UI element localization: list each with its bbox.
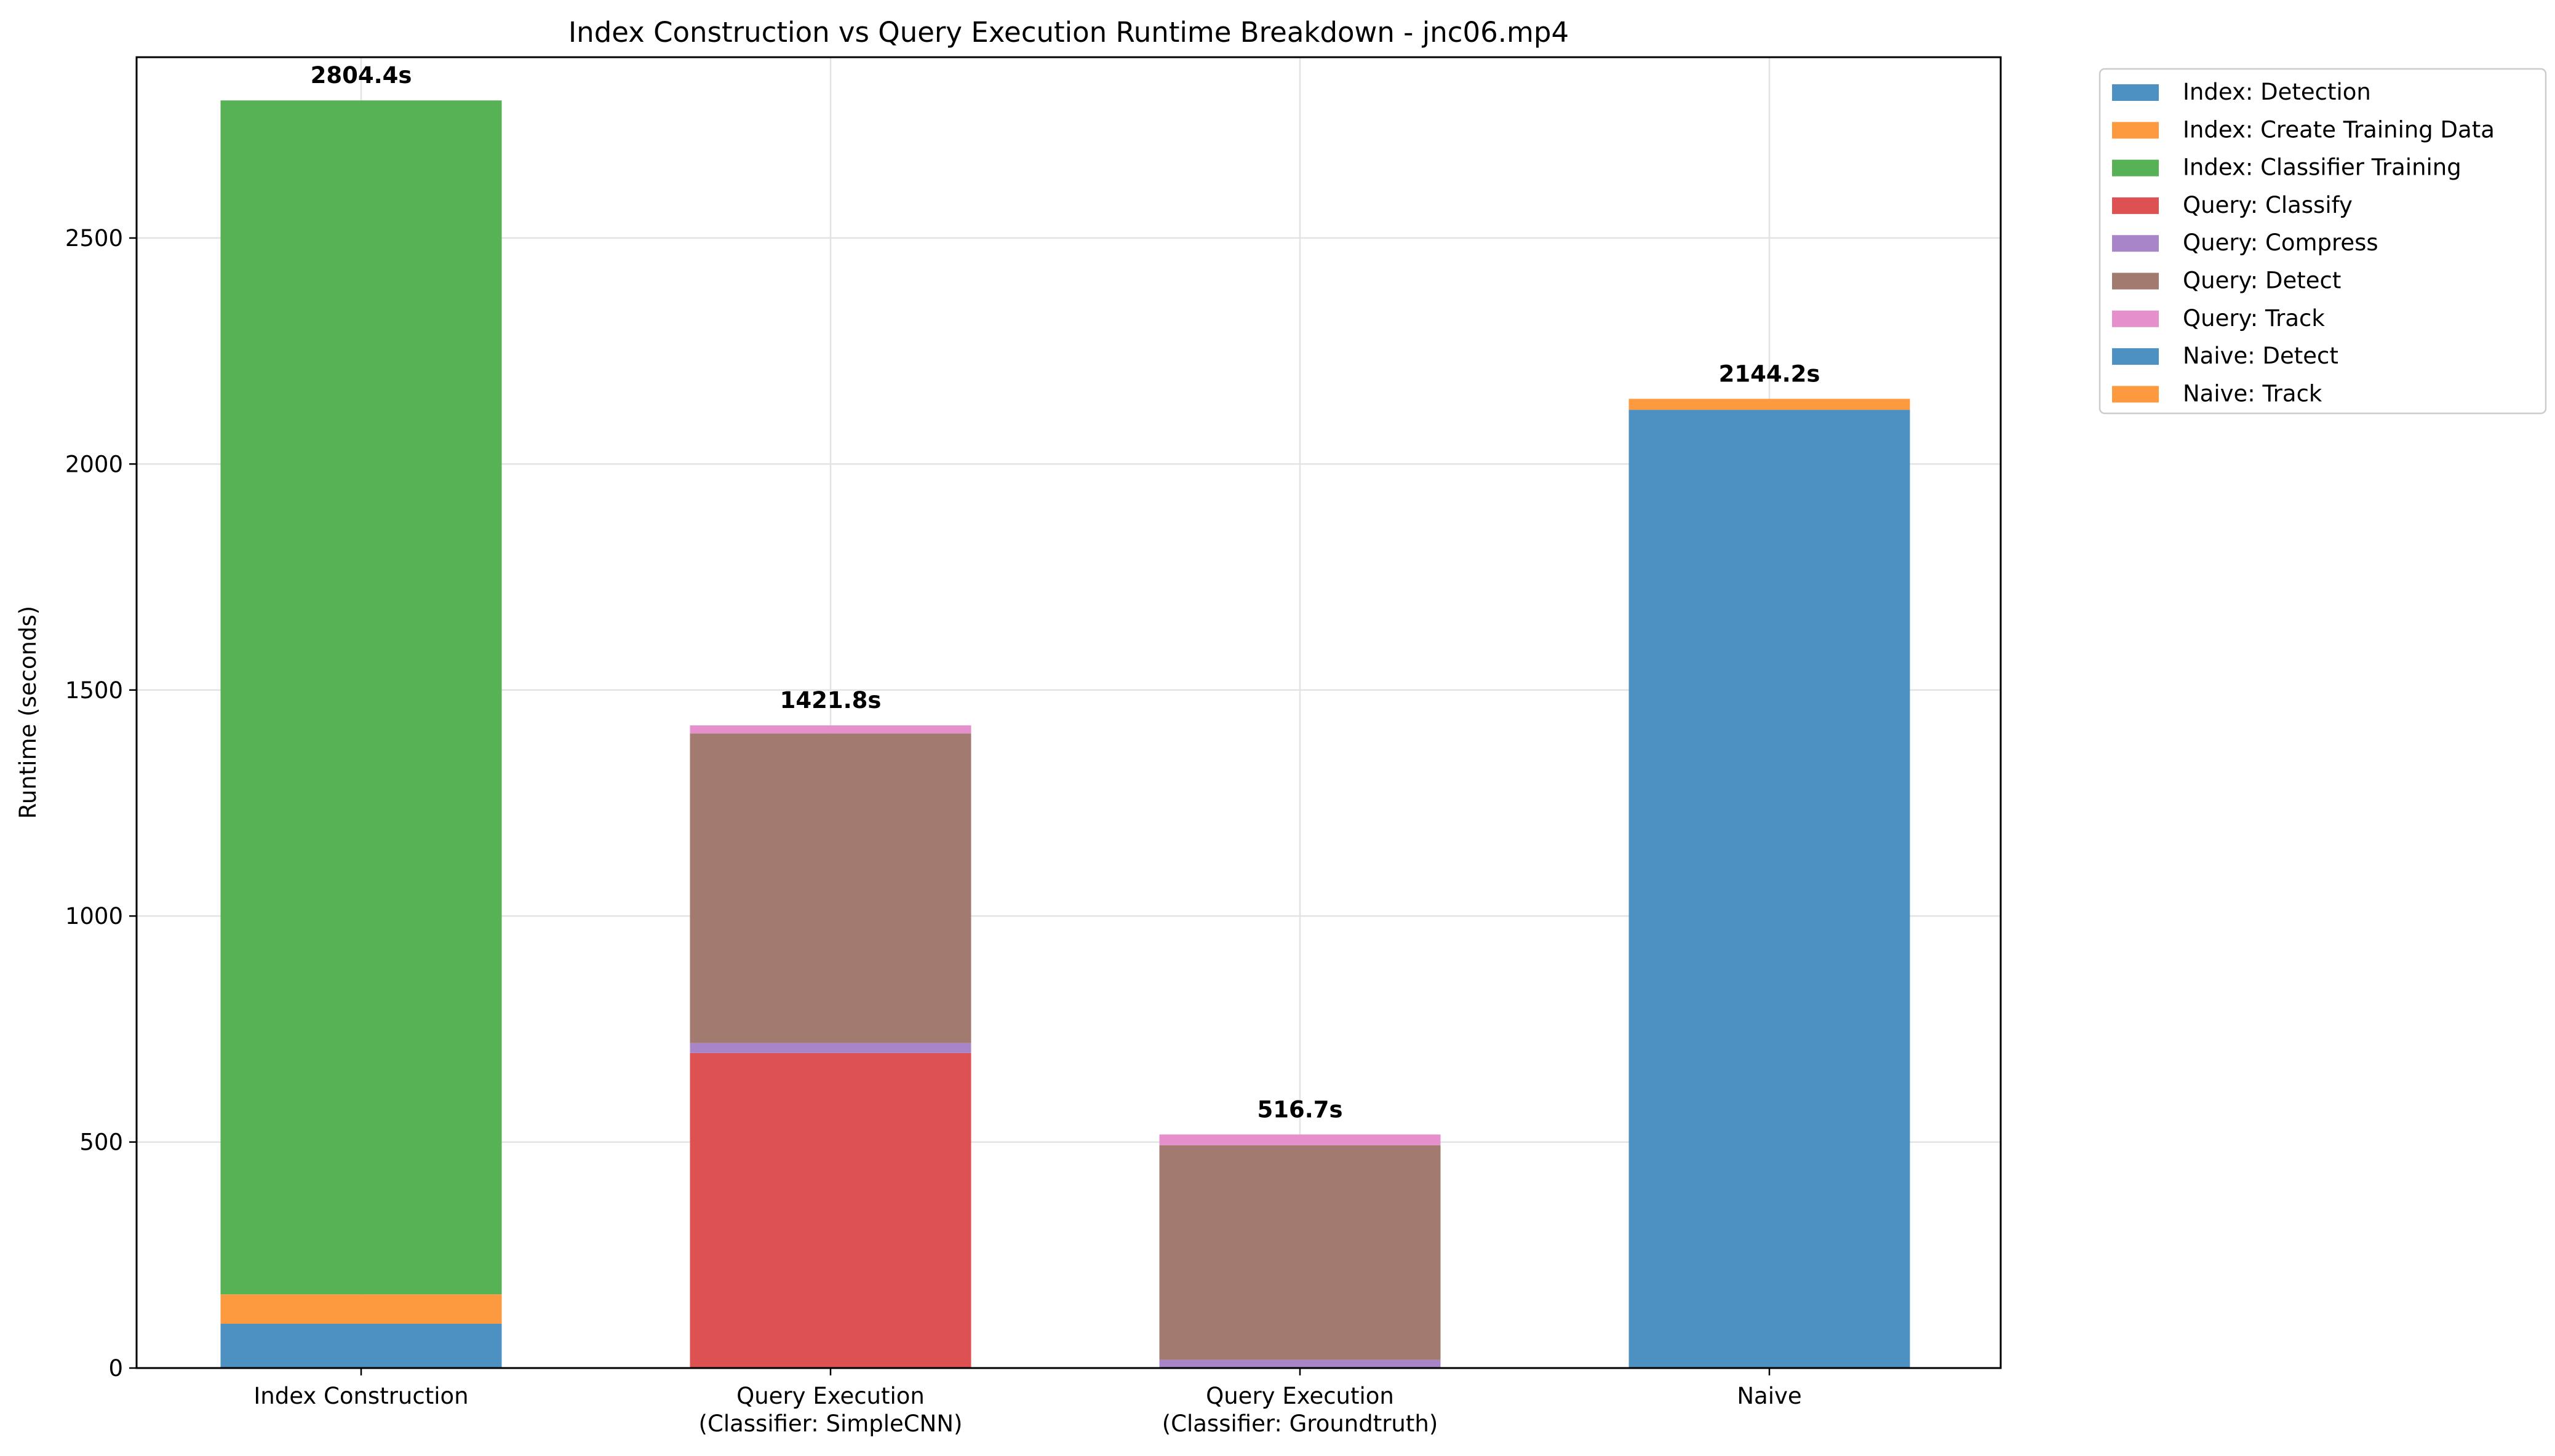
x-tick-label: Naive: [1737, 1383, 1801, 1409]
y-tick-label: 1500: [65, 677, 123, 704]
y-tick-label: 500: [79, 1129, 123, 1156]
bar-segment: [1628, 399, 1910, 410]
legend-swatch: [2112, 84, 2159, 101]
bar-segment: [1159, 1359, 1441, 1368]
bar-segment: [1159, 1134, 1441, 1145]
legend-label: Index: Detection: [2183, 79, 2371, 105]
bar-segment: [690, 1043, 971, 1053]
y-tick-label: 0: [108, 1355, 123, 1382]
legend-swatch: [2112, 273, 2159, 290]
legend-label: Naive: Track: [2183, 380, 2322, 407]
bars: [220, 100, 1910, 1368]
legend-swatch: [2112, 197, 2159, 214]
legend: Index: Detection Index: Create Training D…: [2099, 68, 2547, 415]
x-axis: Index Construction Query Execution(Classi…: [253, 1368, 1802, 1437]
x-tick-label: (Classifier: Groundtruth): [1162, 1410, 1438, 1437]
y-tick-label: 2500: [65, 225, 123, 252]
legend-swatch: [2112, 310, 2159, 327]
bar-segment: [220, 1323, 502, 1368]
bar-segment: [1628, 410, 1910, 1368]
bar-total-label: 516.7s: [1257, 1096, 1342, 1123]
legend-swatch: [2112, 386, 2159, 403]
y-axis: 0 500 1000 1500 2000 2500: [65, 225, 137, 1382]
y-tick-label: 1000: [65, 903, 123, 929]
bar-total-label: 1421.8s: [780, 687, 882, 714]
legend-label: Index: Create Training Data: [2183, 116, 2495, 143]
legend-swatch: [2112, 348, 2159, 365]
legend-swatch: [2112, 122, 2159, 139]
bar-segment: [690, 725, 971, 734]
bar-total-label: 2804.4s: [311, 62, 412, 89]
legend-label: Naive: Detect: [2183, 343, 2338, 369]
x-tick-label: (Classifier: SimpleCNN): [699, 1410, 963, 1437]
legend-box: [2099, 68, 2547, 415]
bar-segment: [690, 1052, 971, 1368]
y-axis-title: Runtime (seconds): [15, 606, 41, 819]
legend-swatch: [2112, 159, 2159, 177]
bar-segment: [690, 733, 971, 1043]
legend-label: Query: Track: [2183, 305, 2325, 332]
x-tick-label: Query Execution: [1206, 1383, 1394, 1409]
x-tick-label: Query Execution: [736, 1383, 925, 1409]
legend-label: Index: Classifier Training: [2183, 154, 2461, 181]
legend-label: Query: Compress: [2183, 229, 2378, 256]
chart-title: Index Construction vs Query Execution Ru…: [568, 16, 1569, 49]
total-labels: 2804.4s 1421.8s 516.7s 2144.2s: [311, 62, 1820, 1123]
plot-frame: [135, 56, 2002, 1369]
y-tick-label: 2000: [65, 451, 123, 477]
legend-label: Query: Detect: [2183, 268, 2341, 294]
legend-swatch: [2112, 235, 2159, 252]
legend-label: Query: Classify: [2183, 192, 2353, 218]
bar-total-label: 2144.2s: [1719, 360, 1820, 387]
bar-segment: [1159, 1145, 1441, 1360]
x-tick-label: Index Construction: [253, 1383, 468, 1409]
bar-segment: [220, 1294, 502, 1324]
bar-segment: [220, 100, 502, 1295]
